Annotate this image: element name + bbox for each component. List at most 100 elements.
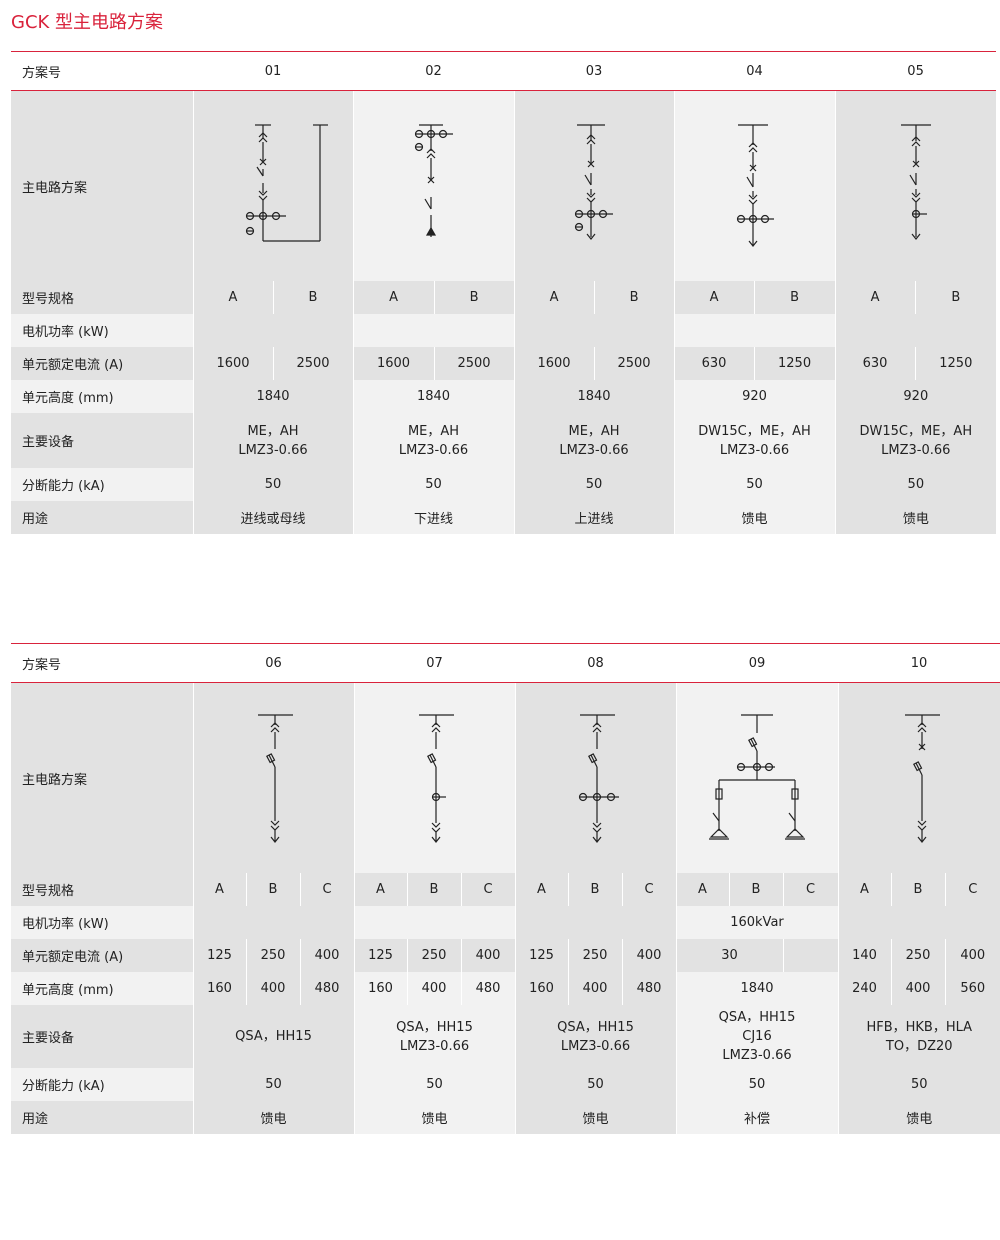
equipment-line: ME，AH xyxy=(568,423,620,439)
equipment-line: LMZ3-0.66 xyxy=(719,442,790,458)
model-cell: B xyxy=(567,873,622,906)
rated-current-cell: 1600 xyxy=(352,347,435,380)
equipment-line: LMZ3-0.66 xyxy=(399,1038,470,1054)
equipment-line: DW15C，ME，AH xyxy=(859,423,973,439)
unit-height-cell: 400 xyxy=(406,972,461,1005)
unit-height-row: 单元高度 (mm) 160 400 480 160 400 480 160 40… xyxy=(11,972,1000,1005)
usage-cell: 进线或母线 xyxy=(192,501,354,534)
model-cell: C xyxy=(621,873,676,906)
scheme-number: 03 xyxy=(514,51,675,91)
motor-power-label: 电机功率 (kW) xyxy=(11,906,193,939)
main-equipment-label: 主要设备 xyxy=(11,413,193,468)
rated-current-cell: 250 xyxy=(245,939,300,972)
usage-cell: 馈电 xyxy=(353,1101,515,1134)
usage-label: 用途 xyxy=(11,1101,193,1134)
main-equipment-cell: QSA，HH15 xyxy=(192,1005,354,1068)
motor-power-cell xyxy=(514,906,676,939)
motor-power-row: 电机功率 (kW) 160kVar xyxy=(11,906,1000,939)
model-cell: B xyxy=(272,281,354,314)
rated-current-cell: 1600 xyxy=(192,347,273,380)
usage-label: 用途 xyxy=(11,501,193,534)
unit-height-cell: 920 xyxy=(834,380,997,413)
single-line-diagram-icon xyxy=(574,124,614,240)
scheme-table-2: 方案号 06 07 08 09 10 主电路方案 xyxy=(11,643,1000,1134)
scheme-number-row: 方案号 01 02 03 04 05 xyxy=(11,51,997,91)
usage-cell: 馈电 xyxy=(834,501,997,534)
single-line-diagram-icon xyxy=(414,124,453,237)
circuit-diagram-07 xyxy=(353,682,515,873)
unit-height-cell: 920 xyxy=(673,380,836,413)
model-label: 型号规格 xyxy=(11,281,193,314)
model-cell: B xyxy=(245,873,300,906)
model-cell: B xyxy=(406,873,461,906)
scheme-number-row: 方案号 06 07 08 09 10 xyxy=(11,643,1000,683)
scheme-number: 01 xyxy=(193,51,354,91)
unit-height-cell: 480 xyxy=(299,972,354,1005)
unit-height-cell: 1840 xyxy=(513,380,675,413)
model-cell: A xyxy=(192,873,246,906)
main-equipment-cell: ME，AH LMZ3-0.66 xyxy=(192,413,354,468)
unit-height-cell: 1840 xyxy=(352,380,515,413)
rated-current-cell xyxy=(782,939,838,972)
model-cell: C xyxy=(299,873,354,906)
circuit-diagram-02 xyxy=(352,90,515,281)
circuit-diagram-05 xyxy=(834,90,997,281)
unit-height-row: 单元高度 (mm) 1840 1840 1840 920 920 xyxy=(11,380,997,413)
main-equipment-cell: QSA，HH15 LMZ3-0.66 xyxy=(514,1005,676,1068)
rated-current-cell: 30 xyxy=(675,939,783,972)
breaking-capacity-cell: 50 xyxy=(192,468,354,501)
equipment-line: TO，DZ20 xyxy=(885,1038,953,1054)
circuit-diagram-row: 主电路方案 xyxy=(11,90,997,281)
rated-current-label: 单元额定电流 (A) xyxy=(11,347,193,380)
rated-current-cell: 2500 xyxy=(272,347,354,380)
unit-height-cell: 400 xyxy=(245,972,300,1005)
breaking-capacity-cell: 50 xyxy=(834,468,997,501)
model-cell: A xyxy=(513,281,595,314)
motor-power-row: 电机功率 (kW) xyxy=(11,314,997,347)
motor-power-cell: 160kVar xyxy=(675,906,838,939)
unit-height-cell: 160 xyxy=(353,972,407,1005)
breaking-capacity-cell: 50 xyxy=(514,1068,676,1101)
main-equipment-cell: ME，AH LMZ3-0.66 xyxy=(513,413,675,468)
circuit-diagram-09 xyxy=(675,682,838,873)
breaking-capacity-cell: 50 xyxy=(675,1068,838,1101)
unit-height-cell: 480 xyxy=(460,972,515,1005)
model-label: 型号规格 xyxy=(11,873,193,906)
model-row: 型号规格 A B A B A B A B A B xyxy=(11,281,997,314)
model-cell: A xyxy=(353,873,407,906)
equipment-line: QSA，HH15 xyxy=(718,1010,796,1025)
single-line-diagram-icon xyxy=(736,124,774,247)
rated-current-cell: 125 xyxy=(192,939,246,972)
main-equipment-cell: QSA，HH15 CJ16 LMZ3-0.66 xyxy=(675,1005,838,1068)
main-equipment-cell: DW15C，ME，AH LMZ3-0.66 xyxy=(834,413,997,468)
scheme-number-label: 方案号 xyxy=(11,51,193,91)
equipment-line: QSA，HH15 xyxy=(396,1019,473,1035)
main-equipment-cell: HFB，HKB，HLA TO，DZ20 xyxy=(837,1005,1000,1068)
main-equipment-cell: QSA，HH15 LMZ3-0.66 xyxy=(353,1005,515,1068)
unit-height-cell: 480 xyxy=(621,972,676,1005)
circuit-label: 主电路方案 xyxy=(11,682,193,873)
single-line-diagram-icon xyxy=(709,714,805,840)
breaking-capacity-row: 分断能力 (kA) 50 50 50 50 50 xyxy=(11,468,997,501)
circuit-diagram-06 xyxy=(192,682,354,873)
breaking-capacity-cell: 50 xyxy=(513,468,675,501)
single-line-diagram-icon xyxy=(905,714,941,843)
unit-height-cell: 240 xyxy=(837,972,891,1005)
breaking-capacity-cell: 50 xyxy=(837,1068,1000,1101)
model-cell: A xyxy=(514,873,568,906)
rated-current-cell: 250 xyxy=(567,939,622,972)
model-cell: A xyxy=(675,873,729,906)
motor-power-cell xyxy=(192,314,354,347)
single-line-diagram-icon xyxy=(578,714,619,843)
motor-power-cell xyxy=(837,906,1000,939)
circuit-diagram-01 xyxy=(192,90,354,281)
unit-height-cell: 1840 xyxy=(675,972,838,1005)
rated-current-cell: 1600 xyxy=(513,347,595,380)
model-cell: B xyxy=(593,281,675,314)
scheme-number: 04 xyxy=(674,51,836,91)
unit-height-cell: 400 xyxy=(567,972,622,1005)
rated-current-cell: 630 xyxy=(834,347,916,380)
rated-current-cell: 400 xyxy=(621,939,676,972)
breaking-capacity-label: 分断能力 (kA) xyxy=(11,1068,193,1101)
equipment-line: LMZ3-0.66 xyxy=(881,442,951,458)
